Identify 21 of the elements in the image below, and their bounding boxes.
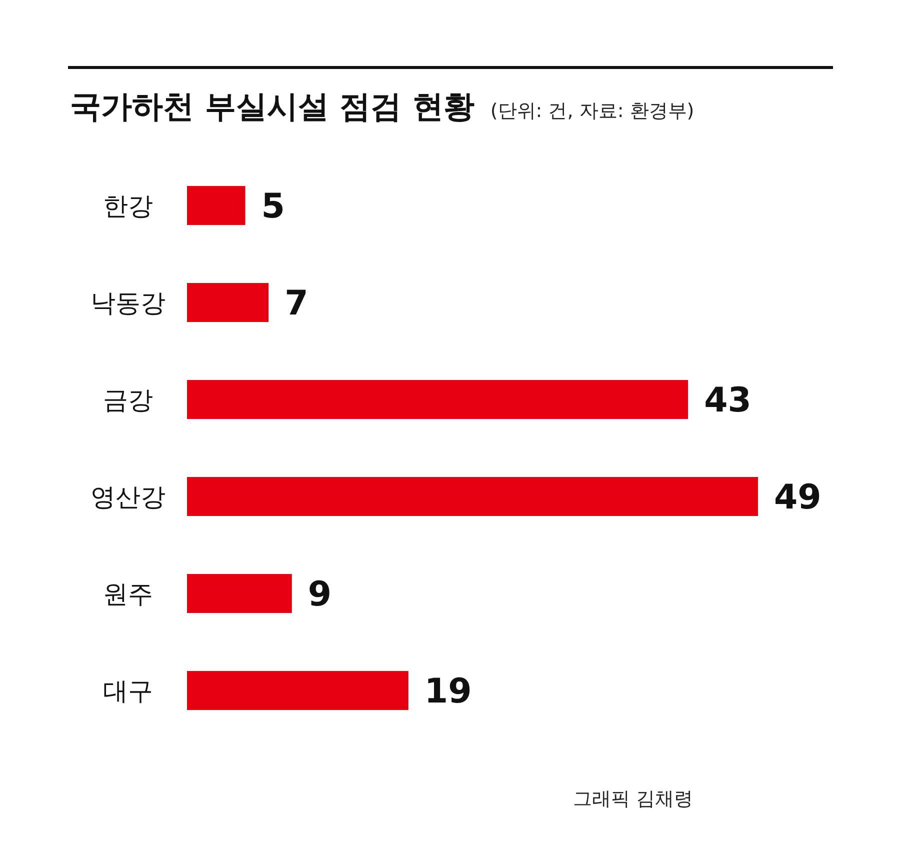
bar bbox=[187, 671, 408, 710]
y-tick-label: 한강 bbox=[103, 192, 153, 220]
data-label: 49 bbox=[774, 478, 822, 518]
data-label: 5 bbox=[261, 186, 285, 227]
data-label: 43 bbox=[704, 380, 752, 421]
y-tick-label: 낙동강 bbox=[90, 288, 166, 318]
chart-title: 국가하천 부실시설 점검 현황 bbox=[70, 88, 474, 127]
bar bbox=[187, 574, 292, 613]
text: 그래픽 김채령 bbox=[572, 787, 693, 812]
y-tick-label: 대구 bbox=[103, 676, 153, 706]
bar bbox=[187, 186, 246, 225]
data-label: 7 bbox=[284, 284, 308, 324]
data-label: 9 bbox=[308, 574, 332, 615]
y-tick-label: 영산강 bbox=[90, 482, 166, 512]
bar bbox=[187, 477, 758, 516]
y-tick-label: 원주 bbox=[103, 580, 153, 608]
bar bbox=[187, 380, 688, 419]
chart-subtitle: (단위: 건, 자료: 환경부) bbox=[490, 99, 694, 124]
y-tick-label: 금강 bbox=[103, 386, 153, 414]
bar bbox=[187, 283, 269, 322]
data-label: 19 bbox=[424, 672, 472, 712]
